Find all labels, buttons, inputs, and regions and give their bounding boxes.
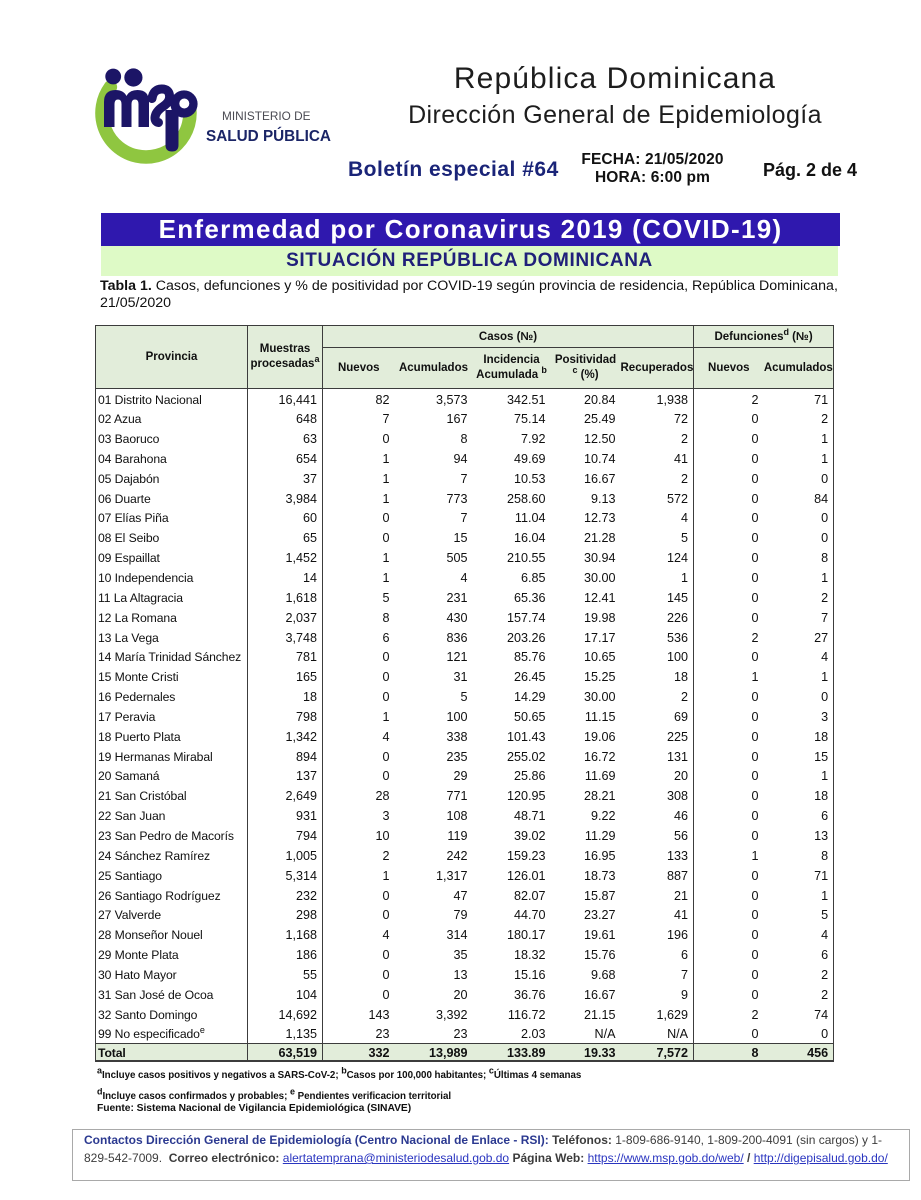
svg-text:MINISTERIO DE: MINISTERIO DE	[222, 109, 311, 123]
svg-text:SALUD PÚBLICA: SALUD PÚBLICA	[206, 127, 331, 145]
